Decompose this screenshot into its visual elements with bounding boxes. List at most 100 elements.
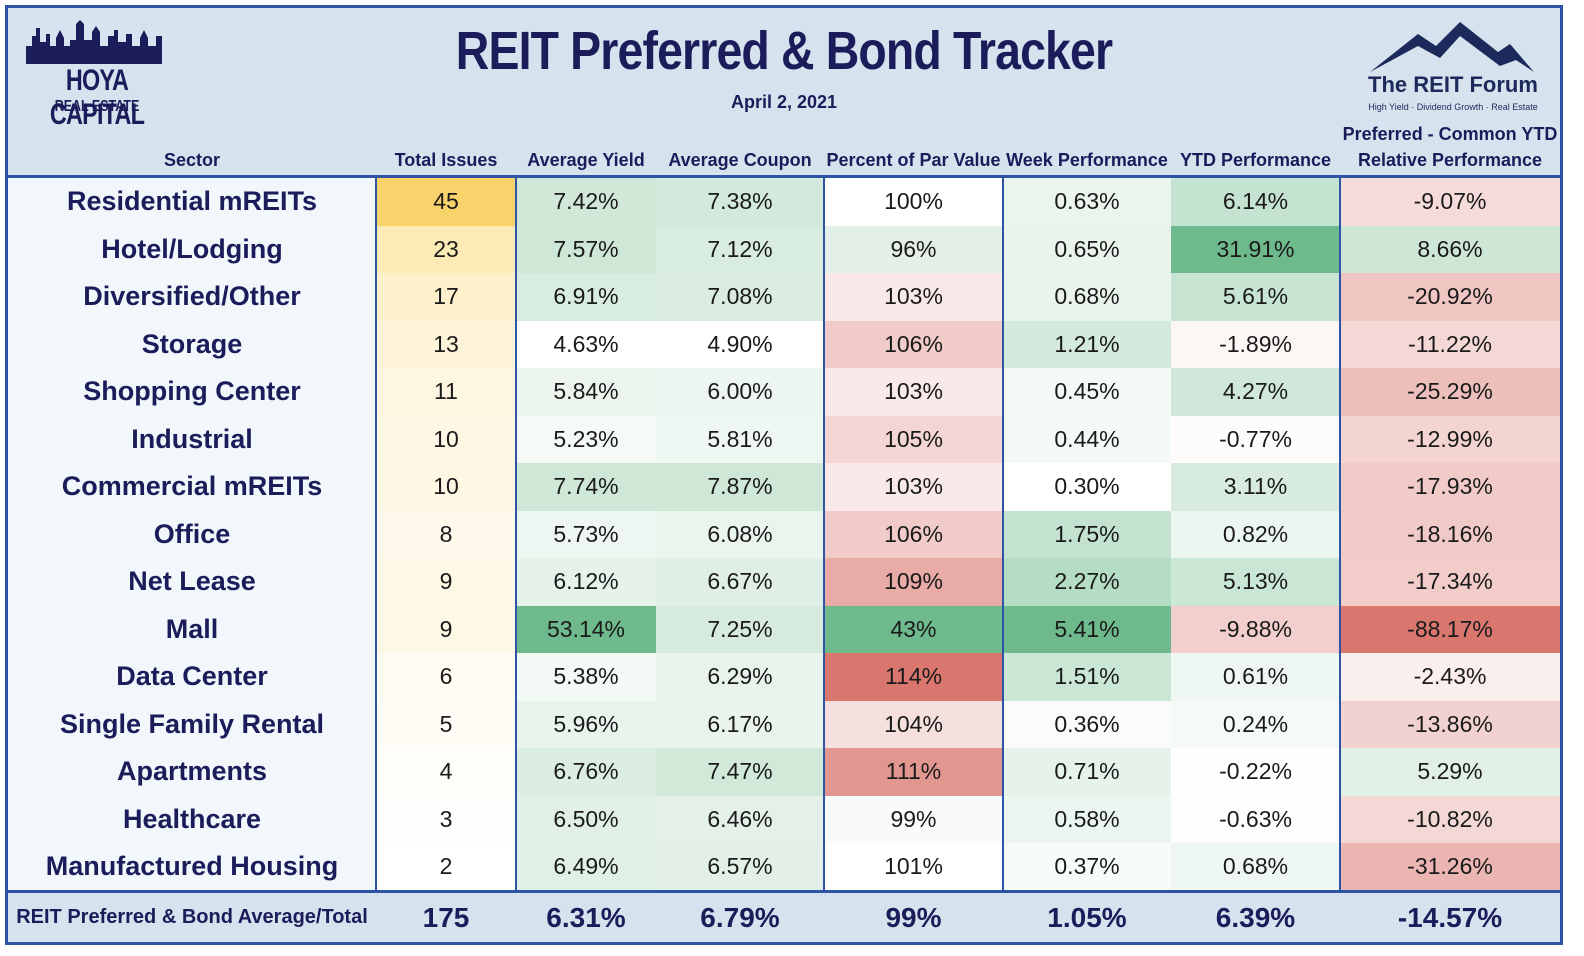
logo-right-line1: The REIT Forum [1368, 72, 1538, 97]
table-row: Commercial mREITs 10 7.74% 7.87% 103% 0.30% 3.… [8, 463, 1560, 511]
table-row: Mall 9 53.14% 7.25% 43% 5.41% -9.88% -88.17% [8, 605, 1560, 653]
table-row: Industrial 10 5.23% 5.81% 105% 0.44% -0.77% -12… [8, 415, 1560, 463]
cell-total-issues: 23 [376, 225, 516, 273]
table-row: Single Family Rental 5 5.96% 6.17% 104% 0.36%… [8, 700, 1560, 748]
column-header-average-yield: Average Yield [527, 150, 645, 170]
cell-percent-of-par: 109% [824, 558, 1003, 606]
table-row: Healthcare 3 6.50% 6.46% 99% 0.58% -0.63% -10.8… [8, 795, 1560, 843]
cell-ytd-performance: 5.13% [1171, 558, 1340, 606]
cell-week-performance: 0.58% [1003, 795, 1171, 843]
cell-week-performance: 0.30% [1003, 463, 1171, 511]
cell-relative-performance: -10.82% [1340, 795, 1560, 843]
cell-relative-performance: 8.66% [1340, 225, 1560, 273]
table-row: Net Lease 9 6.12% 6.67% 109% 2.27% 5.13% -17.34… [8, 558, 1560, 606]
cell-relative-performance: -11.22% [1340, 320, 1560, 368]
cell-ytd-performance: -0.22% [1171, 748, 1340, 796]
total-week-performance: 1.05% [1047, 902, 1127, 933]
column-divider [1339, 178, 1341, 942]
total-total-issues: 175 [422, 902, 470, 933]
cell-ytd-performance: 31.91% [1171, 225, 1340, 273]
cell-average-yield: 5.73% [516, 510, 656, 558]
cell-ytd-performance: -0.77% [1171, 415, 1340, 463]
sector-name: Single Family Rental [8, 700, 376, 748]
cell-total-issues: 8 [376, 510, 516, 558]
cell-week-performance: 0.71% [1003, 748, 1171, 796]
table-row: Data Center 6 5.38% 6.29% 114% 1.51% 0.61% -2.4… [8, 653, 1560, 701]
cell-relative-performance: -18.16% [1340, 510, 1560, 558]
cell-average-yield: 6.76% [516, 748, 656, 796]
cell-average-yield: 5.38% [516, 653, 656, 701]
cell-week-performance: 0.68% [1003, 273, 1171, 321]
cell-percent-of-par: 103% [824, 368, 1003, 416]
cell-percent-of-par: 100% [824, 178, 1003, 226]
table-row: Storage 13 4.63% 4.90% 106% 1.21% -1.89% -11.22… [8, 320, 1560, 368]
totals-label: REIT Preferred & Bond Average/Total [16, 906, 368, 928]
column-header-ytd-performance: YTD Performance [1179, 150, 1332, 170]
column-divider [1002, 178, 1004, 942]
cell-week-performance: 1.51% [1003, 653, 1171, 701]
cell-ytd-performance: 0.24% [1171, 700, 1340, 748]
logo-right-line2: High Yield · Dividend Growth · Real Esta… [1368, 102, 1538, 112]
sector-name: Net Lease [8, 558, 376, 606]
mountain-icon [1370, 22, 1534, 72]
cell-average-yield: 7.42% [516, 178, 656, 226]
cell-total-issues: 17 [376, 273, 516, 321]
sector-name: Healthcare [8, 795, 376, 843]
column-header-average-coupon: Average Coupon [668, 150, 812, 170]
table-row: Manufactured Housing 2 6.49% 6.57% 101% 0.37%… [8, 843, 1560, 891]
logo-left-line2: REAL ESTATE [54, 98, 140, 115]
cell-average-yield: 7.74% [516, 463, 656, 511]
sector-name: Hotel/Lodging [8, 225, 376, 273]
cell-total-issues: 3 [376, 795, 516, 843]
table-row: Residential mREITs 45 7.42% 7.38% 100% 0.63% 6… [8, 178, 1560, 226]
cell-week-performance: 0.37% [1003, 843, 1171, 891]
cell-total-issues: 2 [376, 843, 516, 891]
sector-name: Industrial [8, 415, 376, 463]
table-row: Shopping Center 11 5.84% 6.00% 103% 0.45% 4.27… [8, 368, 1560, 416]
cell-total-issues: 9 [376, 558, 516, 606]
cell-average-yield: 4.63% [516, 320, 656, 368]
cell-ytd-performance: -0.63% [1171, 795, 1340, 843]
hoya-capital-logo: HOYA CAPITAL REAL ESTATE [22, 16, 172, 131]
cell-average-yield: 6.49% [516, 843, 656, 891]
cell-percent-of-par: 104% [824, 700, 1003, 748]
column-header-percent-of-par: Percent of Par Value [826, 150, 1001, 170]
cell-average-coupon: 7.12% [656, 225, 824, 273]
header: HOYA CAPITAL REAL ESTATE REIT Preferred … [8, 8, 1560, 178]
sector-name: Mall [8, 605, 376, 653]
cell-relative-performance: -13.86% [1340, 700, 1560, 748]
cell-percent-of-par: 43% [824, 605, 1003, 653]
sector-name: Storage [8, 320, 376, 368]
sector-name: Commercial mREITs [8, 463, 376, 511]
cell-week-performance: 0.45% [1003, 368, 1171, 416]
cell-total-issues: 6 [376, 653, 516, 701]
cell-ytd-performance: -1.89% [1171, 320, 1340, 368]
cell-average-yield: 5.84% [516, 368, 656, 416]
column-divider [823, 178, 825, 942]
cell-average-coupon: 7.08% [656, 273, 824, 321]
cell-average-yield: 5.96% [516, 700, 656, 748]
cell-ytd-performance: 4.27% [1171, 368, 1340, 416]
totals-row: REIT Preferred & Bond Average/Total 175 6.… [8, 890, 1560, 942]
table-row: Diversified/Other 17 6.91% 7.08% 103% 0.68% 5.… [8, 273, 1560, 321]
cell-week-performance: 1.21% [1003, 320, 1171, 368]
cell-percent-of-par: 114% [824, 653, 1003, 701]
cell-week-performance: 1.75% [1003, 510, 1171, 558]
cell-average-coupon: 6.67% [656, 558, 824, 606]
cell-ytd-performance: 5.61% [1171, 273, 1340, 321]
cell-average-yield: 7.57% [516, 225, 656, 273]
sector-name: Residential mREITs [8, 178, 376, 226]
cell-average-yield: 6.12% [516, 558, 656, 606]
cell-total-issues: 13 [376, 320, 516, 368]
column-divider [375, 178, 377, 942]
cell-ytd-performance: 3.11% [1171, 463, 1340, 511]
cell-total-issues: 10 [376, 415, 516, 463]
cell-percent-of-par: 103% [824, 463, 1003, 511]
cell-week-performance: 0.63% [1003, 178, 1171, 226]
column-divider [515, 178, 517, 942]
cell-week-performance: 5.41% [1003, 605, 1171, 653]
sector-name: Manufactured Housing [8, 843, 376, 891]
cell-average-coupon: 7.87% [656, 463, 824, 511]
page-title: REIT Preferred & Bond Tracker [455, 21, 1113, 81]
cell-total-issues: 11 [376, 368, 516, 416]
